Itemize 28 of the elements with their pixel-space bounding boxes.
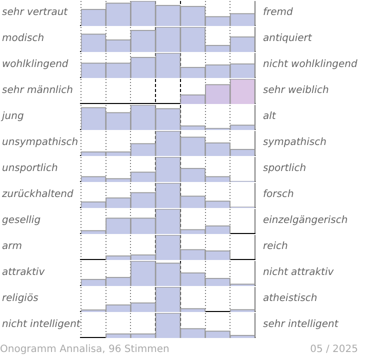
- y-axis-title: nicht intelligent: [1, 318, 80, 332]
- y-axis-title: gesellig: [1, 214, 42, 228]
- y-axis-title: religiös: [1, 292, 40, 306]
- y-axis-title: modisch: [1, 32, 46, 46]
- y-axis-title: unsympathisch: [1, 136, 80, 150]
- y2-axis-title: reich: [262, 240, 288, 254]
- y2-axis-title: atheistisch: [262, 292, 318, 306]
- y2-axis-title: forsch: [262, 188, 294, 202]
- y2-axis-title: nicht attraktiv: [262, 266, 334, 280]
- text: Onogramm Annalisa, 96 Stimmen: [0, 344, 170, 355]
- text: 05 / 2025: [310, 344, 358, 355]
- y-axis-title: wohlklingend: [1, 58, 70, 72]
- y-axis-title: sehr männlich: [1, 84, 74, 98]
- y2-axis-title: sehr intelligent: [262, 318, 338, 332]
- y2-axis-title: sehr weiblich: [262, 84, 329, 98]
- y-axis-title: arm: [1, 240, 23, 254]
- y2-axis-title: nicht wohlklingend: [262, 58, 358, 72]
- y2-axis-title: sympathisch: [262, 136, 326, 150]
- y-axis-title: zurückhaltend: [1, 188, 74, 202]
- y-axis-title: attraktiv: [1, 266, 46, 280]
- y2-axis-title: alt: [262, 110, 276, 124]
- y-axis-title: unsportlich: [1, 162, 59, 176]
- y2-axis-title: fremd: [262, 6, 293, 20]
- y2-axis-title: antiquiert: [262, 32, 312, 46]
- y-axis-title: jung: [0, 110, 25, 124]
- y2-axis-title: einzelgängerisch: [262, 214, 348, 228]
- y-axis-title: sehr vertraut: [1, 6, 69, 20]
- y2-axis-title: sportlich: [262, 162, 306, 176]
